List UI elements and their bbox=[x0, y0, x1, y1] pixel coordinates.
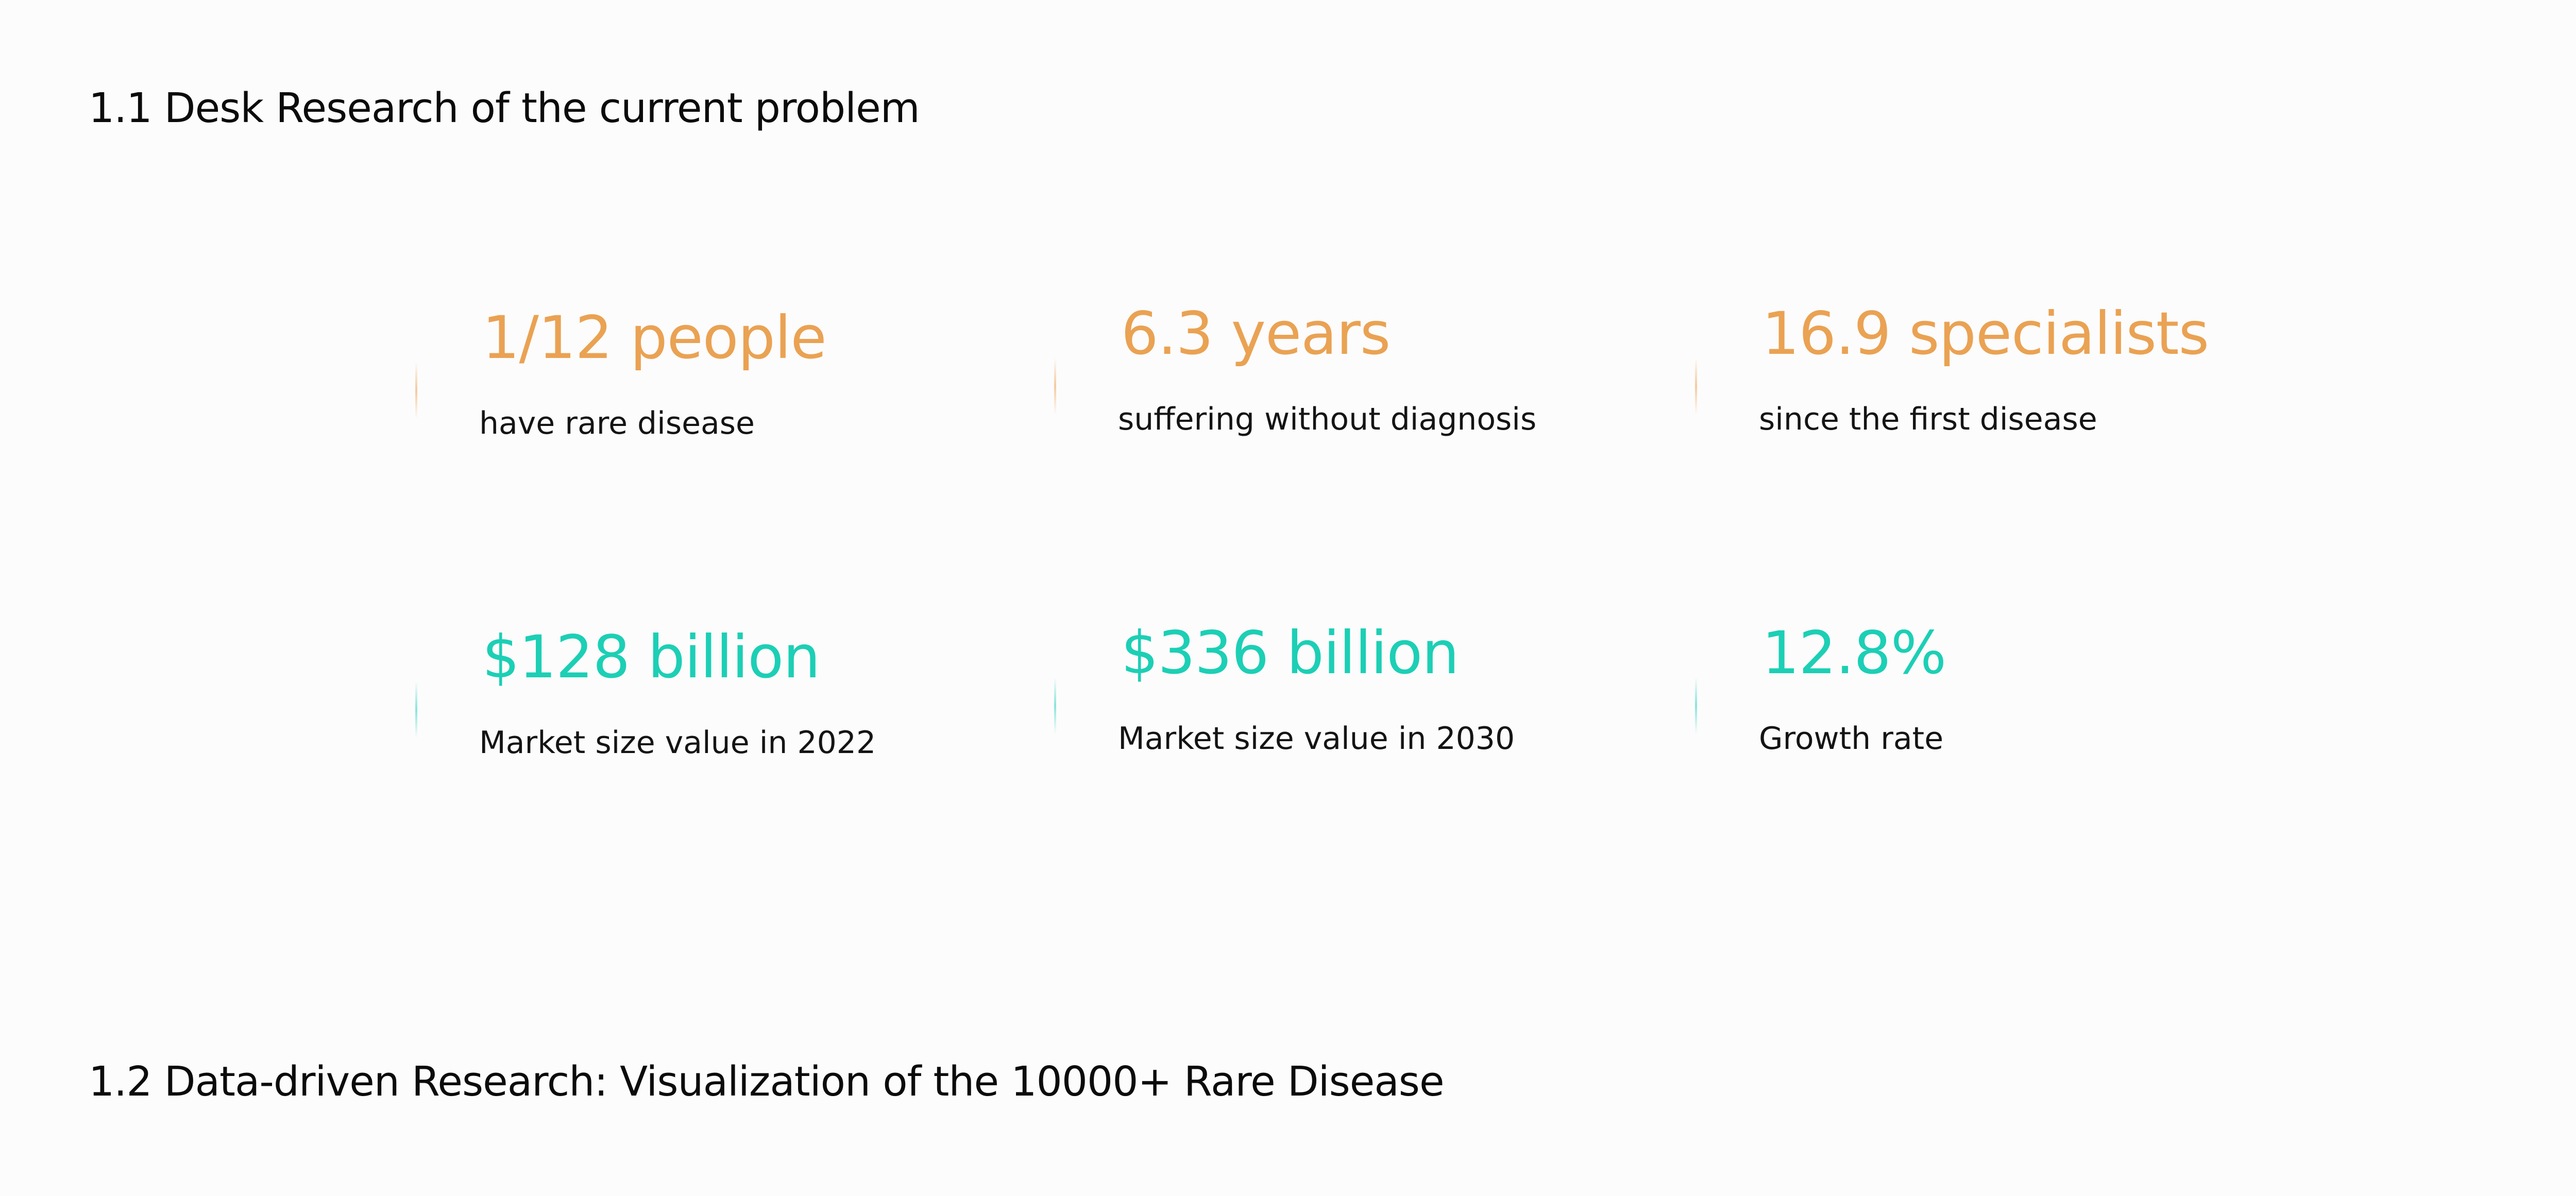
stat-card-diagnosis-delay: 6.3 years suffering without diagnosis bbox=[1054, 299, 1662, 494]
section-title-data-driven-research: 1.2 Data-driven Research: Visualization … bbox=[89, 1058, 1445, 1105]
stat-divider bbox=[1695, 677, 1697, 734]
stat-label: Market size value in 2022 bbox=[479, 725, 876, 761]
stat-card-market-size-2022: $128 billion Market size value in 2022 bbox=[415, 622, 1023, 818]
stat-divider bbox=[1054, 677, 1056, 734]
stat-value: 1/12 people bbox=[482, 303, 827, 372]
stat-divider bbox=[1054, 358, 1056, 415]
stat-value: $128 billion bbox=[482, 623, 820, 691]
stat-label: Market size value in 2030 bbox=[1118, 721, 1515, 757]
stat-divider bbox=[415, 362, 417, 419]
stat-value: $336 billion bbox=[1121, 619, 1459, 687]
stat-divider bbox=[415, 681, 417, 738]
stat-value: 12.8% bbox=[1762, 619, 1946, 687]
stat-card-market-size-2030: $336 billion Market size value in 2030 bbox=[1054, 618, 1662, 814]
stat-label: suffering without diagnosis bbox=[1118, 401, 1537, 437]
stat-label: Growth rate bbox=[1759, 721, 1944, 757]
stat-card-growth-rate: 12.8% Growth rate bbox=[1695, 618, 2303, 814]
stat-value: 16.9 specialists bbox=[1762, 299, 2209, 368]
stat-divider bbox=[1695, 358, 1697, 415]
section-title-desk-research: 1.1 Desk Research of the current problem bbox=[89, 84, 920, 132]
stat-card-specialists: 16.9 specialists since the first disease bbox=[1695, 299, 2303, 494]
stat-label: have rare disease bbox=[479, 405, 755, 441]
stat-label: since the first disease bbox=[1759, 401, 2097, 437]
stat-value: 6.3 years bbox=[1121, 299, 1391, 368]
stat-card-rare-disease-prevalence: 1/12 people have rare disease bbox=[415, 303, 1023, 499]
